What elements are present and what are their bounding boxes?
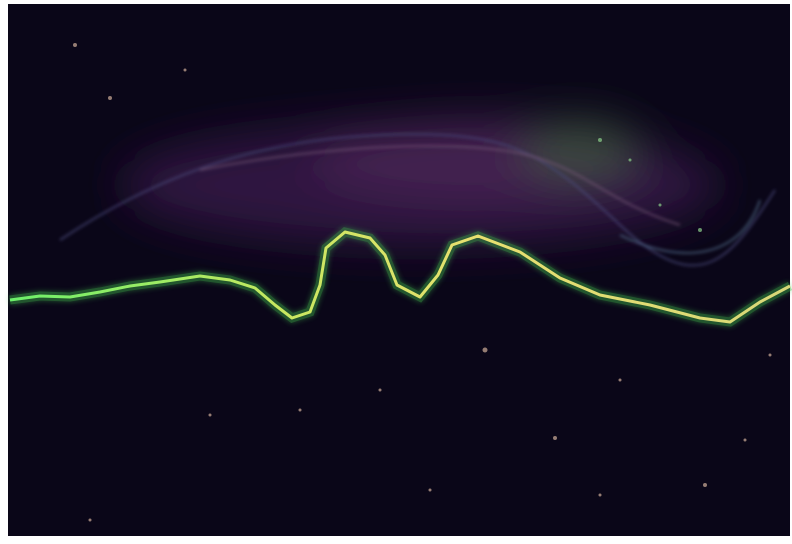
speckle [628, 158, 632, 162]
tissue-strands [59, 133, 776, 267]
haze-green [520, 120, 640, 180]
speckle [768, 353, 772, 357]
green-speckles [598, 138, 702, 232]
background [8, 4, 790, 536]
strand [199, 145, 681, 226]
speckle [658, 203, 662, 207]
speckle [703, 483, 707, 487]
speckle [598, 138, 602, 142]
membrane-line [9, 230, 791, 324]
speckle [378, 388, 382, 392]
speckle [73, 43, 77, 47]
speckle [183, 68, 187, 72]
speckle [108, 96, 112, 100]
speckle [208, 413, 212, 417]
speckle [428, 488, 432, 492]
speckle [482, 347, 488, 353]
speckle [553, 436, 557, 440]
speckle [618, 378, 622, 382]
speckle [698, 228, 702, 232]
speckle [298, 408, 302, 412]
tissue-haze [120, 120, 720, 245]
speckles [73, 43, 772, 522]
speckle [743, 438, 747, 442]
strand [619, 199, 761, 254]
speckle [598, 493, 602, 497]
strand [59, 133, 776, 267]
speckle [88, 518, 92, 522]
